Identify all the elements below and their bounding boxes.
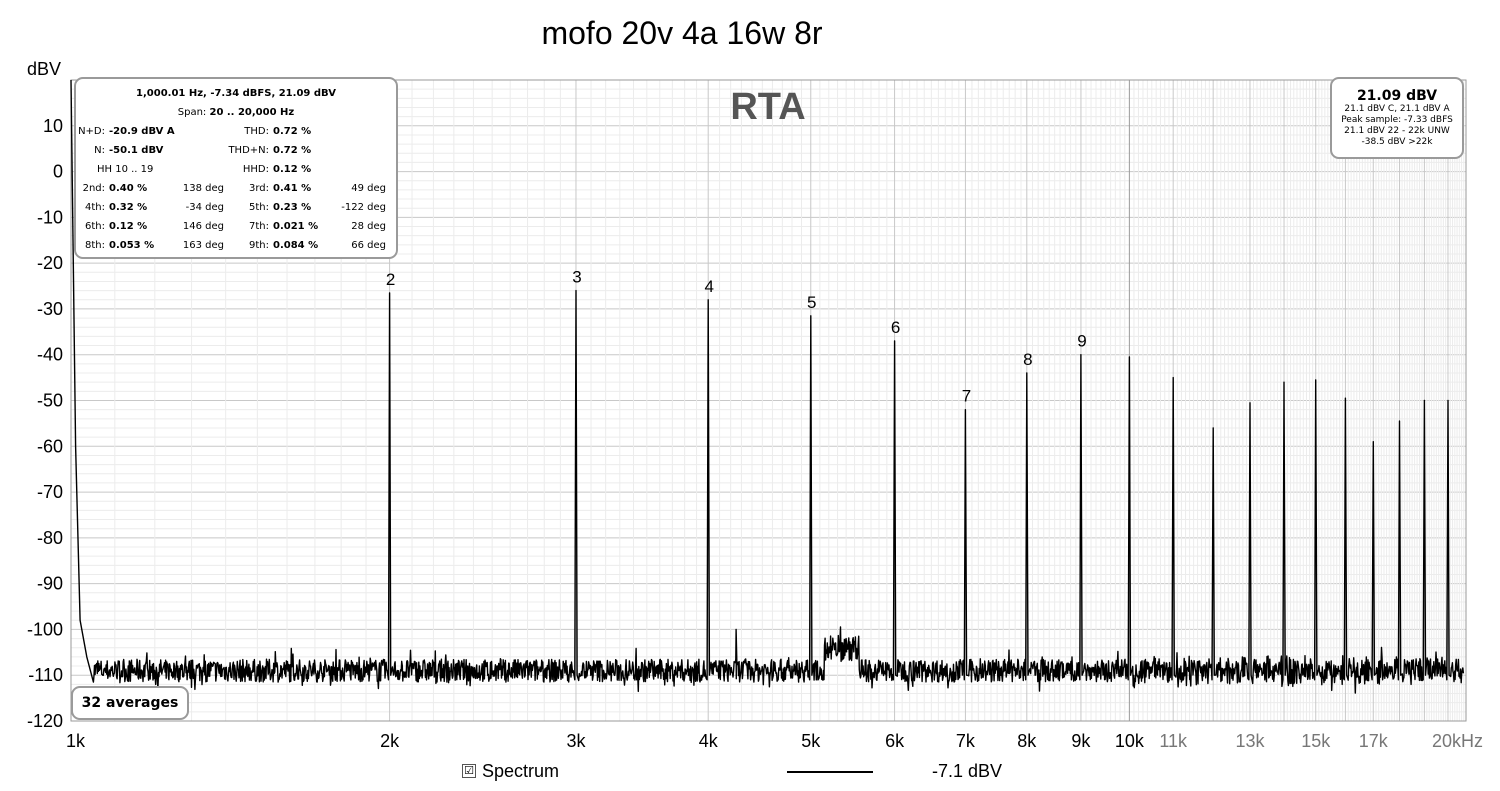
span-line: Span: 20 .. 20,000 Hz (76, 107, 396, 118)
harmonic-7th-value: 0.021 % (273, 221, 319, 232)
harmonic-9th-label: 9th: (249, 240, 269, 251)
x-tick-label: 3k (566, 731, 586, 751)
span-value: 20 .. 20,000 Hz (209, 107, 295, 118)
x-tick-label: 9k (1071, 731, 1091, 751)
plot-grid (70, 79, 1467, 722)
legend: ☑ Spectrum -7.1 dBV (0, 760, 1500, 786)
spectrum-checkbox[interactable]: ☑ (462, 764, 476, 778)
harmonic-5-label: 5 (807, 293, 816, 312)
y-tick-label: -20 (37, 253, 63, 273)
noise-value: -50.1 dBV (109, 145, 164, 156)
harmonic-8-label: 8 (1023, 350, 1032, 369)
spectrum-line (70, 79, 1465, 694)
harmonic-7th-label: 7th: (249, 221, 269, 232)
y-tick-label: -80 (37, 528, 63, 548)
harmonic-9th-phase: 66 deg (351, 240, 386, 251)
harmonic-3-label: 3 (572, 268, 581, 287)
level-line-weighted: 21.1 dBV C, 21.1 dBV A (1344, 104, 1450, 114)
harmonic-4th-label: 4th: (85, 202, 105, 213)
harmonic-8th-value: 0.053 % (109, 240, 155, 251)
harmonic-6th-value: 0.12 % (109, 221, 148, 232)
rta-watermark: RTA (730, 86, 805, 128)
thd-label: THD: (244, 126, 269, 137)
harmonic-6-label: 6 (891, 318, 900, 337)
harmonic-labels: 2 3 4 5 6 7 8 9 (386, 268, 1087, 406)
level-line-unweighted: 21.1 dBV 22 - 22k UNW (1344, 126, 1450, 136)
y-axis-label: dBV (27, 59, 61, 79)
harmonic-2nd-phase: 138 deg (182, 183, 224, 194)
thdn-label: THD+N: (228, 145, 269, 156)
harmonic-3rd-phase: 49 deg (351, 183, 386, 194)
measurement-readout-panel: 1,000.01 Hz, -7.34 dBFS, 21.09 dBV Span:… (74, 77, 398, 259)
y-tick-label: -90 (37, 574, 63, 594)
harmonic-8th-label: 8th: (85, 240, 105, 251)
y-tick-label: -50 (37, 391, 63, 411)
x-tick-label: 17k (1359, 731, 1389, 751)
y-tick-label: -40 (37, 345, 63, 365)
x-tick-label: 5k (801, 731, 821, 751)
y-tick-label: -70 (37, 482, 63, 502)
y-tick-label: -60 (37, 436, 63, 456)
spectrum-legend-label[interactable]: Spectrum (482, 761, 560, 781)
spectrum-trace (70, 79, 1465, 694)
harmonic-5th-value: 0.23 % (273, 202, 312, 213)
harmonic-7th-phase: 28 deg (351, 221, 386, 232)
level-line-peak: Peak sample: -7.33 dBFS (1341, 115, 1453, 125)
x-tick-label: 11k (1159, 731, 1188, 751)
readout-header: 1,000.01 Hz, -7.34 dBFS, 21.09 dBV (136, 88, 336, 99)
harmonic-4th-value: 0.32 % (109, 202, 148, 213)
x-tick-label: 1k (66, 731, 86, 751)
harmonic-9th-value: 0.084 % (273, 240, 319, 251)
harmonic-2nd-value: 0.40 % (109, 183, 148, 194)
thd-value: 0.72 % (273, 126, 312, 137)
x-tick-label: 13k (1235, 731, 1265, 751)
chart-title: mofo 20v 4a 16w 8r (541, 15, 822, 51)
harmonic-5th-label: 5th: (249, 202, 269, 213)
y-tick-label: -110 (28, 665, 63, 685)
x-tick-label: 8k (1017, 731, 1037, 751)
y-tick-label: -10 (37, 207, 63, 227)
hhd-label: HHD: (242, 164, 269, 175)
spectrum-line-swatch (787, 771, 873, 773)
hhd-value: 0.12 % (273, 164, 312, 175)
x-tick-label: 7k (956, 731, 976, 751)
x-tick-label: 4k (699, 731, 719, 751)
spectrum-level-readout: -7.1 dBV (932, 761, 1003, 781)
level-summary-panel: 21.09 dBV 21.1 dBV C, 21.1 dBV A Peak sa… (1330, 77, 1464, 159)
x-tick-label: 6k (885, 731, 905, 751)
harmonic-9-label: 9 (1077, 332, 1086, 351)
harmonic-6th-phase: 146 deg (182, 221, 224, 232)
plot-border (70, 79, 1467, 722)
harmonic-3rd-value: 0.41 % (273, 183, 312, 194)
span-label: Span: (177, 107, 207, 118)
nd-value: -20.9 dBV A (109, 126, 175, 137)
hh-range-label: HH 10 .. 19 (97, 164, 154, 175)
axes: 10 0 -10 -20 -30 -40 -50 -60 -70 -80 -90 -100 -110 -1… (27, 116, 1483, 751)
thdn-value: 0.72 % (273, 145, 312, 156)
harmonic-6th-label: 6th: (85, 221, 105, 232)
noise-label: N: (94, 145, 105, 156)
y-tick-label: -30 (37, 299, 63, 319)
averages-badge: 32 averages (71, 686, 189, 720)
x-tick-label: 2k (380, 731, 400, 751)
y-tick-label: 0 (53, 162, 63, 182)
harmonic-8th-phase: 163 deg (182, 240, 224, 251)
x-tick-label: 10k (1115, 731, 1145, 751)
harmonic-2nd-label: 2nd: (82, 183, 105, 194)
y-tick-label: 10 (43, 116, 63, 136)
nd-label: N+D: (78, 126, 105, 137)
harmonic-5th-phase: -122 deg (341, 202, 386, 213)
harmonic-7-label: 7 (962, 387, 971, 406)
level-line-above-22k: -38.5 dBV >22k (1361, 137, 1433, 147)
x-tick-label: 20kHz (1432, 731, 1483, 751)
harmonic-2-label: 2 (386, 270, 395, 289)
y-tick-label: -100 (27, 619, 63, 639)
harmonic-3rd-label: 3rd: (248, 183, 269, 194)
x-tick-label: 15k (1301, 731, 1331, 751)
y-tick-label: -120 (27, 711, 63, 731)
level-main: 21.09 dBV (1356, 88, 1438, 104)
harmonic-4-label: 4 (704, 277, 713, 296)
harmonic-4th-phase: -34 deg (185, 202, 224, 213)
